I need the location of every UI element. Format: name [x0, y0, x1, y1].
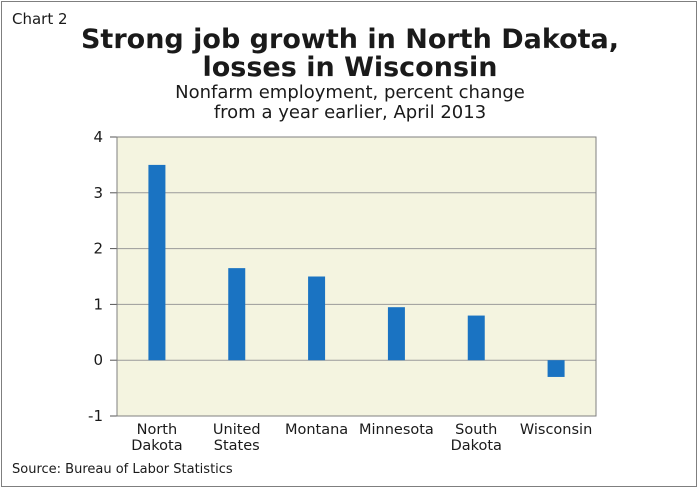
- x-category-label: United States: [213, 422, 261, 454]
- y-tick-label: 4: [93, 128, 103, 146]
- bar: [547, 360, 565, 377]
- x-category-label-line: Wisconsin: [520, 422, 592, 438]
- chart-subtitle-line-1: Nonfarm employment, percent change: [175, 82, 525, 103]
- chart-subtitle: Nonfarm employment, percent change from …: [0, 83, 700, 123]
- chart-number-label: Chart 2: [12, 10, 68, 28]
- x-category-label: Montana: [285, 422, 348, 438]
- x-category-label: Wisconsin: [520, 422, 592, 438]
- x-category-label-line: South: [455, 422, 497, 438]
- chart-title-line-1: Strong job growth in North Dakota,: [80, 24, 620, 55]
- x-category-label-line: North: [137, 422, 178, 438]
- x-category-label: Minnesota: [359, 422, 434, 438]
- y-tick-label: 3: [93, 184, 103, 202]
- y-tick-label: 2: [93, 240, 103, 258]
- bar: [467, 315, 485, 361]
- bar: [308, 276, 326, 361]
- y-tick-label: -1: [88, 407, 103, 425]
- y-tick-label: 0: [93, 351, 103, 369]
- plot-area: [117, 137, 596, 416]
- chart-title-line-2: losses in Wisconsin: [202, 52, 498, 83]
- x-category-label-line: United: [213, 422, 261, 438]
- x-category-label-line: Minnesota: [359, 422, 434, 438]
- plot-border: [116, 136, 597, 417]
- x-category-label-line: States: [214, 438, 260, 454]
- bar: [148, 164, 166, 361]
- source-note: Source: Bureau of Labor Statistics: [12, 462, 233, 477]
- chart-subtitle-line-2: from a year earlier, April 2013: [213, 102, 487, 123]
- x-category-label: South Dakota: [451, 422, 502, 454]
- x-category-label: North Dakota: [131, 422, 182, 454]
- x-category-label-line: Montana: [285, 422, 348, 438]
- bar: [228, 268, 246, 361]
- bar: [387, 307, 405, 361]
- y-tick-label: 1: [93, 295, 103, 313]
- x-category-label-line: Dakota: [131, 438, 182, 454]
- x-category-label-line: Dakota: [451, 438, 502, 454]
- chart-title: Strong job growth in North Dakota, losse…: [0, 26, 700, 82]
